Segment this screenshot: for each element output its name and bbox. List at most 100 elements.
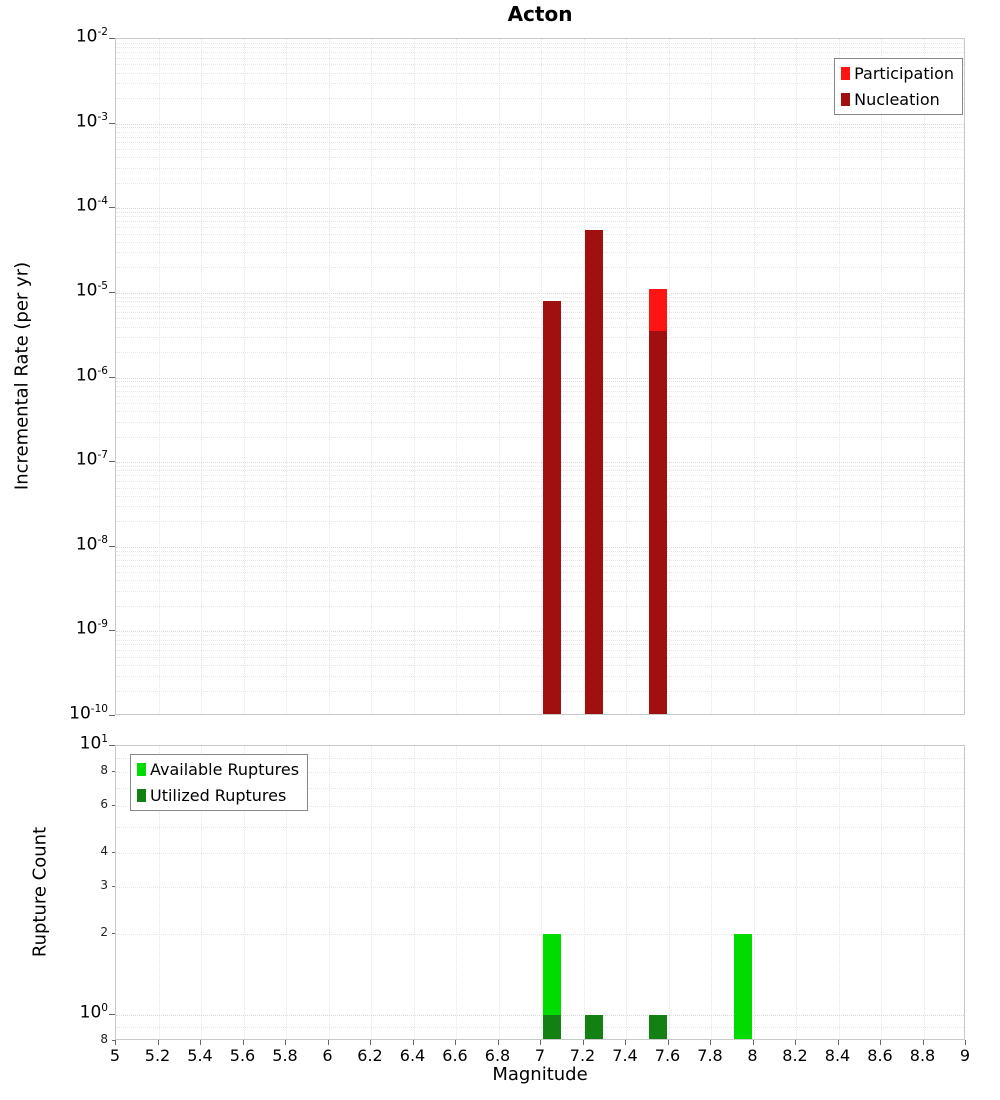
gridline [116,521,964,523]
tick-mark [710,1040,711,1045]
gridline [116,47,964,49]
gridline [923,39,925,714]
tick-mark [327,1040,329,1045]
available-ruptures-bar [733,933,752,1039]
x-tick-label: 5.8 [272,1046,298,1065]
gridline [116,157,964,159]
gridline [116,318,964,320]
x-tick-label: 8 [747,1046,758,1065]
tick-mark [109,376,115,378]
gridline [116,167,964,169]
gridline [116,805,964,807]
tick-mark [157,1040,159,1045]
gridline [498,39,500,714]
x-tick-label: 5.4 [187,1046,213,1065]
legend-item-nucleation: Nucleation [841,90,954,109]
y-tick-label: 10-10 [69,703,108,724]
gridline [116,72,964,74]
gridline [541,39,542,714]
y-tick-label: 4 [100,844,108,859]
top-plot-area [115,38,965,715]
gridline [116,149,964,151]
gridline [116,933,964,935]
y-tick-label: 10-7 [75,449,108,470]
gridline [116,131,964,133]
gridline [668,39,670,714]
gridline [116,385,964,387]
utilized-ruptures-bar [648,1014,667,1039]
gridline [456,39,457,714]
bottom-legend: Available Ruptures Utilized Ruptures [130,754,309,811]
gridline [116,311,964,313]
gridline [116,559,964,561]
x-tick-label: 7.2 [569,1046,596,1065]
y-tick-label: 101 [79,733,108,754]
gridline [116,635,964,637]
x-tick-label: 5 [109,1046,121,1065]
tick-mark [370,1040,371,1045]
x-tick-label: 8.6 [867,1046,893,1065]
x-tick-label: 9 [959,1046,971,1065]
gridline [116,572,964,574]
nucleation-bar [648,331,667,714]
gridline [116,352,964,354]
gridline [626,39,627,714]
gridline [116,787,964,789]
gridline [668,746,670,1039]
x-tick-label: 6.2 [357,1046,383,1065]
legend-label: Available Ruptures [150,760,300,779]
nucleation-bar [585,230,604,714]
gridline [753,39,755,714]
y-tick-label: 10-3 [75,110,108,132]
participation-swatch-icon [841,67,851,80]
gridline [116,64,964,66]
gridline [116,650,964,652]
gridline [116,644,964,646]
available-ruptures-swatch-icon [137,763,146,776]
gridline [116,296,964,298]
gridline [116,52,964,54]
tick-mark [109,545,115,547]
tick-mark [837,1040,839,1045]
gridline [116,436,964,438]
gridline [413,746,415,1039]
y-tick-label: 8 [100,763,108,778]
gridline [116,127,964,129]
gridline [116,42,964,44]
gridline [583,39,585,714]
gridline [116,631,964,633]
tick-mark [497,1040,499,1045]
gridline [328,746,330,1039]
gridline [116,292,964,294]
tick-mark [109,38,115,39]
gridline [116,639,964,641]
x-tick-label: 8.4 [824,1046,851,1065]
gridline [116,221,964,223]
gridline [583,746,585,1039]
tick-mark [880,1040,881,1045]
gridline [116,480,964,482]
gridline [116,475,964,477]
gridline [116,772,964,774]
gridline [116,396,964,398]
gridline [116,690,964,692]
gridline [158,746,160,1039]
gridline [116,758,964,760]
gridline [243,39,245,714]
gridline [243,746,245,1039]
gridline [116,462,964,464]
utilized-ruptures-bar [585,1014,604,1039]
nucleation-bar [542,301,561,714]
gridline [116,337,964,339]
x-tick-label: 8.8 [909,1046,936,1065]
gridline [116,554,964,556]
gridline [456,746,457,1039]
gridline [753,746,755,1039]
tick-mark [112,771,115,773]
gridline [116,470,964,472]
gridline [881,39,882,714]
gridline [413,39,415,714]
gridline [116,590,964,592]
gridline [116,675,964,677]
